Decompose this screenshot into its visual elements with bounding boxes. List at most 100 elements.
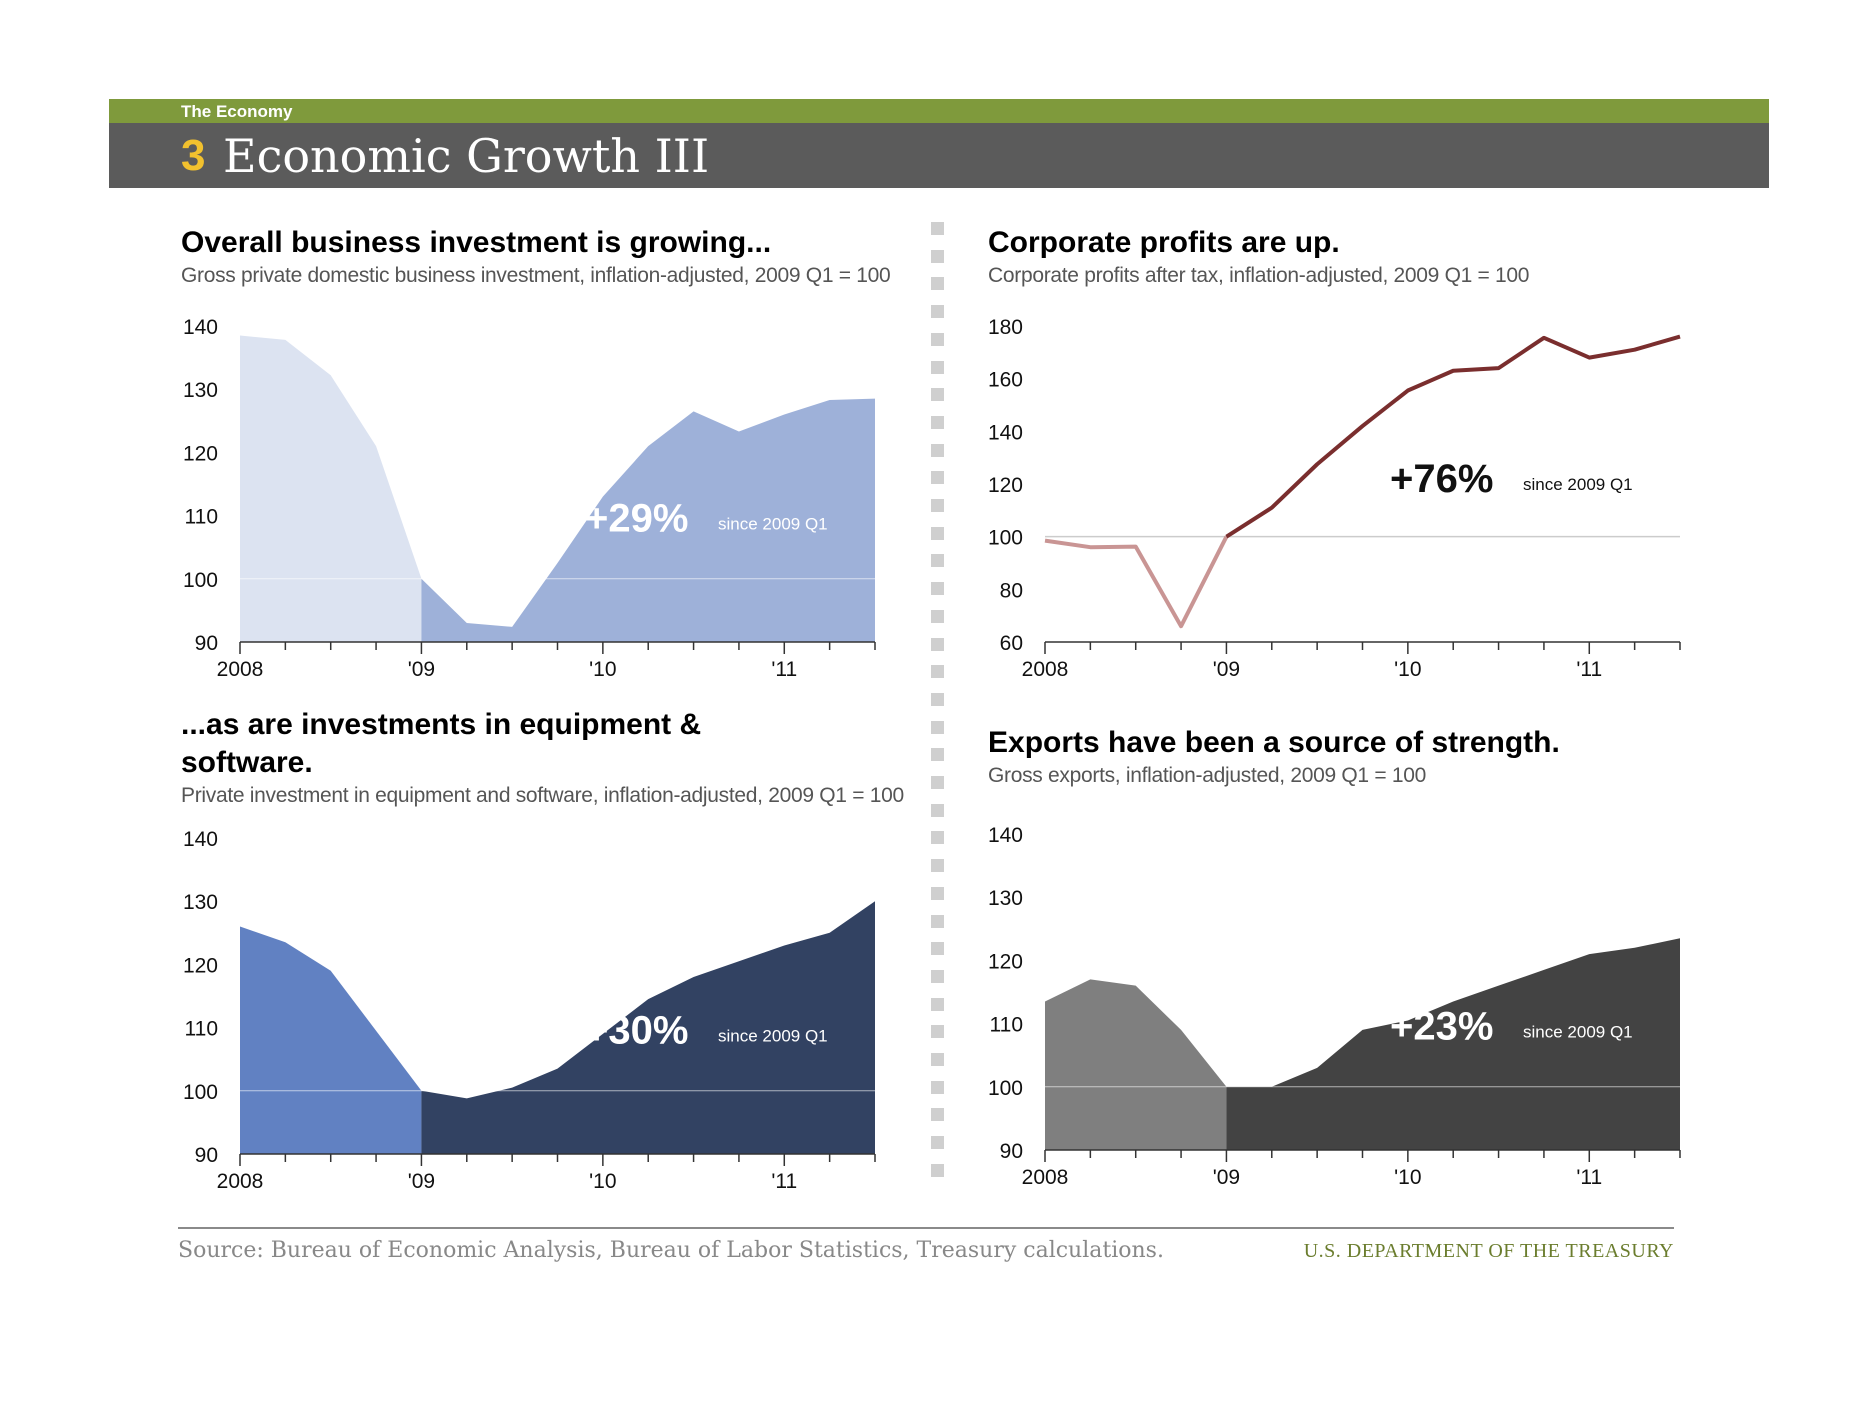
section-label: The Economy [181, 102, 293, 121]
divider-dot [931, 1080, 944, 1094]
divider-dot [931, 831, 944, 845]
divider-dot [931, 332, 944, 346]
y-tick-label: 120 [183, 954, 218, 977]
y-tick-label: 130 [183, 379, 218, 402]
page-number: 3 [181, 131, 206, 180]
panel-subtitle: Gross exports, inflation-adjusted, 2009 … [988, 764, 1426, 787]
y-tick-label: 110 [185, 1018, 218, 1041]
page-title: Economic Growth III [223, 129, 710, 183]
panel-title: Corporate profits are up. [988, 226, 1340, 259]
chart-exports: 90 100 110 120 130 140 2008 '09 '10 '11 +23% since … [988, 824, 1681, 1189]
y-tick-label: 90 [195, 1144, 218, 1167]
annotation-note: since 2009 Q1 [1523, 1022, 1633, 1041]
footer-rule [178, 1227, 1674, 1229]
y-tick-label: 100 [183, 569, 218, 592]
title-band: 3 Economic Growth III [109, 123, 1769, 188]
y-tick-label: 90 [1000, 1140, 1023, 1163]
y-tick-label: 110 [990, 1014, 1023, 1037]
panel-subtitle: Gross private domestic business investme… [181, 264, 891, 287]
divider-dot [931, 969, 944, 983]
divider-dot [931, 776, 944, 789]
divider-dot [931, 471, 944, 485]
chart-corporate-profits: 60 80 100 120 140 160 180 2008 '09 '10 '11 +76% sinc… [988, 316, 1681, 681]
y-tick-label: 130 [988, 887, 1023, 910]
x-tick-label: 2008 [1022, 1166, 1069, 1189]
y-tick-label: 160 [988, 369, 1023, 392]
panel-title: Overall business investment is growing..… [181, 226, 772, 259]
divider-dot [931, 1163, 944, 1177]
y-tick-label: 110 [185, 506, 218, 529]
line-series-after [1225, 334, 1681, 539]
divider-dot [931, 859, 944, 873]
panel-equipment-software: ...as are investments in equipment & sof… [181, 706, 904, 808]
y-tick-label: 80 [1000, 579, 1023, 602]
y-tick-label: 140 [183, 828, 218, 851]
divider-dot [931, 914, 944, 928]
x-tick-label: '11 [771, 658, 797, 681]
divider-dot [931, 526, 944, 540]
section-band: The Economy [109, 99, 1769, 123]
annotation-note: since 2009 Q1 [1523, 475, 1633, 494]
divider-dot [931, 886, 944, 900]
column-divider [931, 222, 945, 1182]
x-tick-label: '10 [589, 658, 616, 681]
x-tick-label: '09 [408, 1170, 435, 1193]
annotation-percent: +30% [585, 1008, 688, 1052]
x-tick-label: '09 [1213, 1166, 1240, 1189]
annotation-percent: +23% [1390, 1004, 1493, 1048]
x-tick-label: 2008 [217, 658, 264, 681]
divider-dot [931, 1025, 944, 1039]
x-tick-label: '09 [408, 658, 435, 681]
annotation-note: since 2009 Q1 [718, 514, 828, 533]
x-tick-label: '09 [1213, 658, 1240, 681]
divider-dot [931, 388, 944, 402]
divider-dot [931, 997, 944, 1011]
panel-subtitle: Corporate profits after tax, inflation-a… [988, 264, 1530, 287]
divider-dot [931, 748, 944, 762]
divider-dot [931, 637, 944, 651]
divider-dot [931, 443, 944, 457]
divider-dot [931, 582, 944, 596]
divider-dot [931, 222, 944, 235]
divider-dot [931, 609, 944, 623]
panel-business-investment: Overall business investment is growing..… [181, 224, 921, 288]
divider-dot [931, 1053, 944, 1066]
divider-dot [931, 803, 944, 817]
y-tick-label: 100 [183, 1081, 218, 1104]
annotation-percent: +76% [1390, 457, 1493, 501]
footer-source: Source: Bureau of Economic Analysis, Bur… [178, 1238, 1164, 1263]
area-series-before [1045, 979, 1227, 1150]
x-tick-label: 2008 [1022, 658, 1069, 681]
x-tick-label: '11 [771, 1170, 797, 1193]
x-tick-label: '11 [1576, 1166, 1602, 1189]
y-tick-label: 100 [988, 1077, 1023, 1100]
line-series-before [1044, 535, 1229, 629]
x-tick-label: 2008 [217, 1170, 264, 1193]
x-tick-label: '10 [1394, 658, 1421, 681]
area-series-after [1226, 938, 1680, 1150]
divider-dot [931, 665, 944, 679]
divider-dot [931, 720, 944, 734]
y-tick-label: 120 [988, 950, 1023, 973]
y-tick-label: 120 [988, 474, 1023, 497]
y-tick-label: 130 [183, 891, 218, 914]
annotation-note: since 2009 Q1 [718, 1026, 828, 1045]
y-tick-label: 100 [988, 527, 1023, 550]
divider-dot [931, 692, 944, 706]
panel-title: ...as are investments in equipment & sof… [181, 708, 702, 779]
x-tick-label: '10 [589, 1170, 616, 1193]
divider-dot [931, 942, 944, 956]
divider-dot [931, 305, 944, 319]
annotation-percent: +29% [585, 496, 688, 540]
divider-dot [931, 499, 944, 512]
divider-dot [931, 1108, 944, 1122]
y-tick-label: 120 [183, 442, 218, 465]
chart-equipment-software: 90 100 110 120 130 140 2008 '09 '10 '11 +30% since … [183, 828, 876, 1193]
area-series-after [421, 398, 875, 642]
divider-dot [931, 360, 944, 374]
y-tick-label: 140 [988, 421, 1023, 444]
y-tick-label: 60 [1000, 632, 1023, 655]
panel-exports: Exports have been a source of strength. … [988, 724, 1708, 788]
area-series-before [240, 926, 422, 1154]
panel-subtitle: Private investment in equipment and soft… [181, 784, 904, 807]
